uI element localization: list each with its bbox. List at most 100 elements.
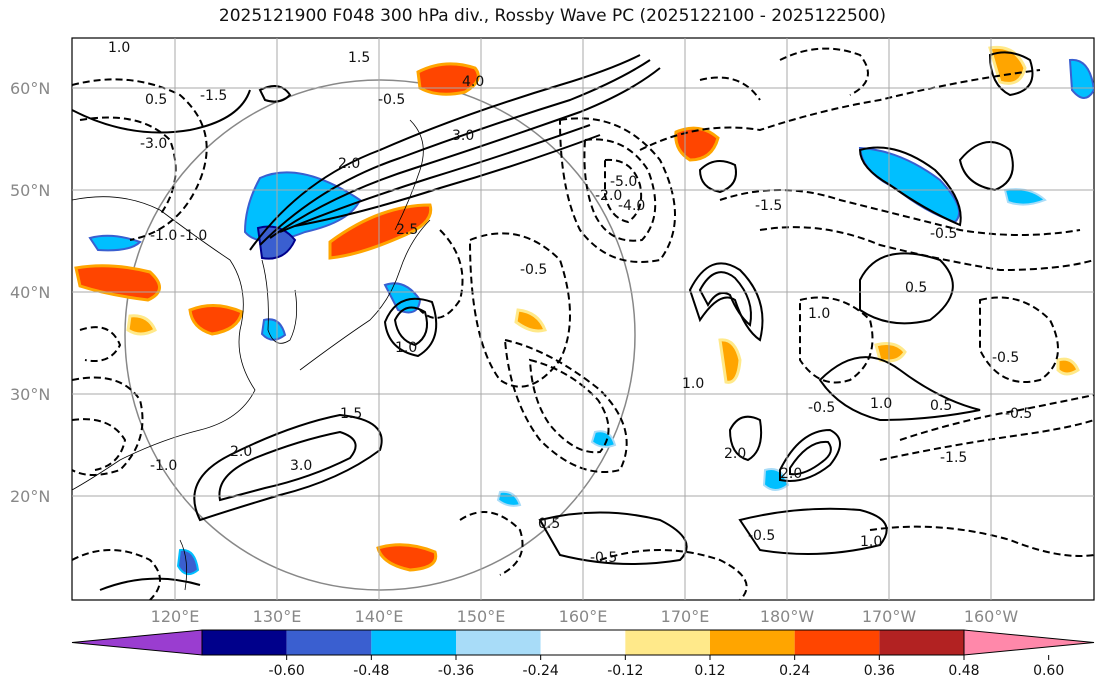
contour-label: -5.0 <box>610 174 637 190</box>
colorbar-segment <box>879 630 964 655</box>
colorbar-tick-label: -0.48 <box>353 663 389 679</box>
colorbar-segment <box>456 630 541 655</box>
contour-label: 0.5 <box>538 516 560 532</box>
colorbar-tick-label: 0.12 <box>694 663 725 679</box>
contour-label: 2.0 <box>230 444 252 460</box>
shaded-area <box>590 430 617 448</box>
colorbar-segment <box>540 630 626 655</box>
colorbar-tick-label: -0.36 <box>438 663 474 679</box>
contour-labels: 1.0 1.5 2.0 2.5 3.0 4.0 0.5 -0.5 -1.0 -1… <box>108 40 1032 566</box>
lon-label: 120°E <box>151 607 200 626</box>
domain-circle <box>124 79 636 591</box>
contour-label: 1.5 <box>348 50 370 66</box>
colorbar-outline <box>201 629 965 656</box>
contour-label: 3.0 <box>290 458 312 474</box>
colorbar-tick-label: 0.24 <box>779 663 810 679</box>
colorbar-ticks: -0.60 -0.48 -0.36 -0.24 -0.12 0.12 0.24 0.36 0.4… <box>269 655 1064 679</box>
shaded-area <box>1056 357 1080 376</box>
shaded-area <box>762 468 790 491</box>
contour-label: -0.5 <box>930 226 957 242</box>
contour-label: 1.5 <box>340 406 362 422</box>
colorbar-tick-label: -0.12 <box>607 663 643 679</box>
contour-label: -0.5 <box>378 92 405 108</box>
contour-label: -0.5 <box>1005 406 1032 422</box>
colorbar-min-arrow <box>71 629 203 656</box>
contour-label: -0.5 <box>992 350 1019 366</box>
contour-label: -1.5 <box>755 198 782 214</box>
contour-label: -0.5 <box>808 400 835 416</box>
shaded-area <box>328 203 433 260</box>
contour-label: 1.0 <box>108 40 130 56</box>
lat-label: 60°N <box>10 79 50 98</box>
contour-label: 0.5 <box>930 398 952 414</box>
lat-label: 50°N <box>10 181 50 200</box>
contour-label: -0.5 <box>748 528 775 544</box>
contour-label: -1.0 <box>150 228 177 244</box>
shaded-area <box>126 314 157 336</box>
contour-label: -1.0 <box>150 458 177 474</box>
contour-label: 2.0 <box>338 156 360 172</box>
contour-label: -1.0 <box>180 228 207 244</box>
colorbar-max-arrow <box>963 629 1095 656</box>
shaded-area <box>88 234 142 252</box>
contour-label: 2.0 <box>724 446 746 462</box>
colorbar-tick-label: -0.60 <box>269 663 305 679</box>
lon-label: 150°E <box>457 607 506 626</box>
contour-label: -0.5 <box>520 262 547 278</box>
lat-label: 20°N <box>10 487 50 506</box>
colorbar-tick-label: 0.48 <box>948 663 979 679</box>
colorbar <box>71 629 1095 656</box>
lon-axis-labels: 120°E 130°E 140°E 150°E 160°E 170°E 180°… <box>151 607 1019 626</box>
shaded-area <box>496 490 522 507</box>
contour-label: -1.5 <box>200 88 227 104</box>
map-panel: 1.0 1.5 2.0 2.5 3.0 4.0 0.5 -0.5 -1.0 -1… <box>10 37 1095 626</box>
colorbar-segment <box>625 630 710 655</box>
contour-label: -1.5 <box>940 450 967 466</box>
colorbar-segment <box>286 630 372 655</box>
lat-axis-labels: 60°N 50°N 40°N 30°N 20°N <box>10 79 50 506</box>
contour-label: 1.0 <box>860 534 882 550</box>
shaded-area <box>718 338 742 384</box>
colorbar-tick-label: -0.24 <box>523 663 559 679</box>
lon-label: 160°E <box>559 607 608 626</box>
shaded-area <box>874 342 907 363</box>
contour-label: 2.0 <box>780 466 802 482</box>
lat-label: 40°N <box>10 283 50 302</box>
shaded-area <box>260 318 287 341</box>
lat-label: 30°N <box>10 385 50 404</box>
contour-label: 3.0 <box>452 128 474 144</box>
shaded-area <box>376 543 438 572</box>
contour-label: 0.5 <box>145 92 167 108</box>
shaded-area <box>416 62 480 96</box>
colorbar-segment <box>710 630 795 655</box>
shaded-area <box>188 304 244 336</box>
contour-label: 2.5 <box>396 222 418 238</box>
lon-label: 140°E <box>355 607 404 626</box>
colorbar-tick-label: 0.60 <box>1033 663 1064 679</box>
lon-label: 170°E <box>661 607 710 626</box>
shaded-area <box>988 45 1027 85</box>
contour-label: -4.0 <box>618 198 645 214</box>
gridlines <box>72 38 1094 600</box>
colorbar-segment <box>202 630 287 655</box>
contour-label: -2.0 <box>595 188 622 204</box>
contour-label: 1.0 <box>682 376 704 392</box>
lon-label: 180°W <box>760 607 815 626</box>
shaded-area <box>176 548 200 576</box>
colorbar-segment <box>794 630 880 655</box>
contour-label: 4.0 <box>462 74 484 90</box>
colorbar-segment <box>371 630 456 655</box>
contour-label: 1.0 <box>870 396 892 412</box>
shaded-area <box>514 308 547 333</box>
shaded-area <box>674 126 720 162</box>
contour-label: -0.5 <box>590 550 617 566</box>
contour-label: 0.5 <box>905 280 927 296</box>
contours-solid <box>72 51 1034 591</box>
contour-label: -3.0 <box>140 136 167 152</box>
lon-label: 170°W <box>862 607 917 626</box>
colorbar-tick-label: 0.36 <box>864 663 895 679</box>
lon-label: 160°W <box>964 607 1019 626</box>
contour-label: 1.0 <box>395 340 417 356</box>
shaded-area <box>1003 188 1047 206</box>
